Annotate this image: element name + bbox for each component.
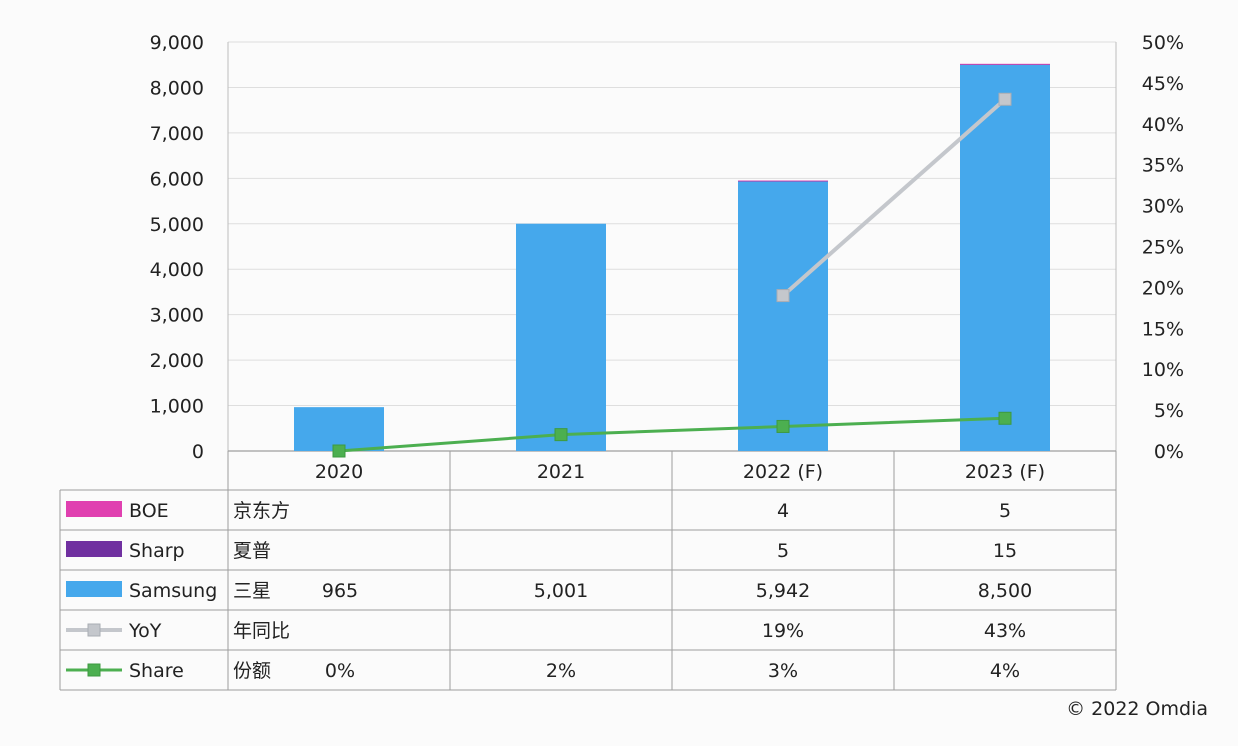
table-cell-value: 2% (546, 660, 576, 682)
y-tick-label: 2,000 (150, 350, 204, 372)
legend-label-boe: BOE (129, 500, 169, 522)
legend-label-share: Share (129, 660, 184, 682)
table-cell-value: 4 (777, 500, 789, 522)
legend-local-label-boe: 京东方 (233, 500, 290, 522)
y2-tick-label: 10% (1142, 359, 1184, 381)
legend-key-sharp (66, 541, 122, 557)
y2-tick-label: 40% (1142, 114, 1184, 136)
table-cell-value: 4% (990, 660, 1020, 682)
legend-key-boe (66, 501, 122, 517)
table-cell-value: 43% (984, 620, 1026, 642)
table-cell-value: 5 (999, 500, 1011, 522)
y2-tick-label: 50% (1142, 32, 1184, 54)
y-tick-label: 5,000 (150, 214, 204, 236)
bar-boe-2 (738, 180, 828, 182)
marker-yoy (998, 92, 1012, 106)
table-cell-value: 19% (762, 620, 804, 642)
marker-share (554, 428, 568, 442)
y-tick-label: 4,000 (150, 259, 204, 281)
marker-yoy (776, 289, 790, 303)
bar-samsung-3 (960, 64, 1050, 451)
y-tick-label: 3,000 (150, 305, 204, 327)
table-cell-value: 965 (322, 580, 358, 602)
x-tick-label: 2021 (537, 461, 585, 483)
marker-share (332, 444, 346, 458)
y-tick-label: 9,000 (150, 32, 204, 54)
y-tick-label: 0 (192, 441, 204, 463)
y2-tick-label: 25% (1142, 237, 1184, 259)
y-tick-label: 1,000 (150, 396, 204, 418)
line-yoy (781, 97, 1007, 298)
y2-tick-label: 5% (1154, 400, 1184, 422)
table-cell-value: 3% (768, 660, 798, 682)
table-cell-value: 5 (777, 540, 789, 562)
legend-local-label-yoy: 年同比 (233, 620, 290, 642)
y2-tick-label: 45% (1142, 73, 1184, 95)
y2-tick-label: 15% (1142, 318, 1184, 340)
legend-local-label-samsung: 三星 (233, 580, 271, 602)
y2-tick-label: 0% (1154, 441, 1184, 463)
y2-tick-label: 20% (1142, 277, 1184, 299)
x-tick-label: 2023 (F) (965, 461, 1045, 483)
y2-tick-label: 35% (1142, 155, 1184, 177)
bar-samsung-0 (294, 407, 384, 451)
legend-label-sharp: Sharp (129, 540, 185, 562)
legend-key-marker-yoy (87, 623, 101, 637)
legend-label-yoy: YoY (128, 620, 162, 642)
table-cell-value: 5,001 (534, 580, 588, 602)
y-tick-label: 7,000 (150, 123, 204, 145)
y2-tick-label: 30% (1142, 196, 1184, 218)
bar-samsung-1 (516, 223, 606, 451)
legend-key-marker-share (87, 663, 101, 677)
table-cell-value: 5,942 (756, 580, 810, 602)
bar-boe-3 (960, 63, 1050, 65)
legend-key-samsung (66, 581, 122, 597)
x-tick-label: 2020 (315, 461, 363, 483)
x-tick-label: 2022 (F) (743, 461, 823, 483)
copyright-footer: © 2022 Omdia (1066, 698, 1208, 720)
table-cell-value: 15 (993, 540, 1017, 562)
legend-local-label-share: 份额 (233, 660, 271, 682)
table-cell-value: 8,500 (978, 580, 1032, 602)
marker-share (998, 411, 1012, 425)
y-tick-label: 8,000 (150, 77, 204, 99)
table-cell-value: 0% (325, 660, 355, 682)
legend-label-samsung: Samsung (129, 580, 217, 602)
bar-samsung-2 (738, 180, 828, 451)
line-share (338, 416, 1006, 453)
marker-share (776, 419, 790, 433)
legend-local-label-sharp: 夏普 (233, 540, 271, 562)
y-tick-label: 6,000 (150, 168, 204, 190)
